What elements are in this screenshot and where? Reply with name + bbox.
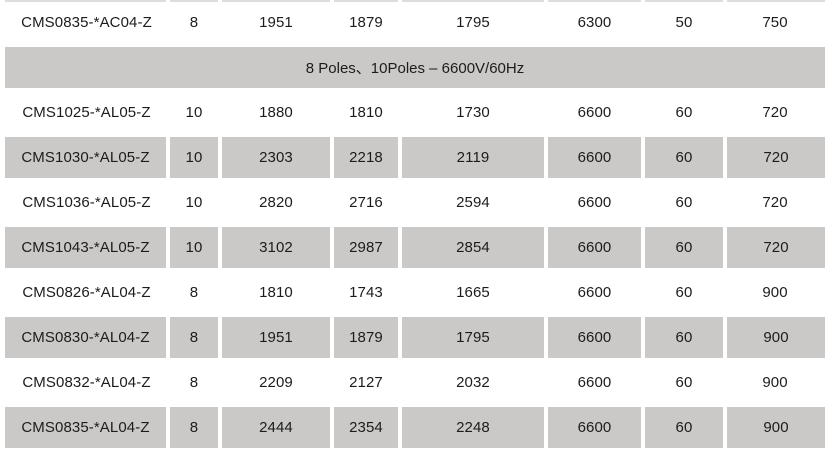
remnant-segment xyxy=(725,0,825,2)
value-cell: 1880 xyxy=(259,104,293,121)
model-cell: CMS1043-*AL05-Z xyxy=(5,227,168,268)
table-row: CMS1030-*AL05-Z 10 2303 2218 2119 6600 6… xyxy=(5,135,825,180)
voltage-cell: 6600 xyxy=(546,317,643,358)
value-cell: 1951 xyxy=(220,317,332,358)
value-cell: 1795 xyxy=(400,317,546,358)
poles-cell: 8 xyxy=(189,14,199,31)
speed-cell: 900 xyxy=(762,284,788,301)
section-banner-row: 8 Poles、10Poles – 6600V/60Hz xyxy=(5,45,825,90)
poles-cell: 10 xyxy=(185,104,203,121)
value-cell: 2218 xyxy=(332,137,400,178)
poles-cell: 10 xyxy=(168,137,220,178)
value-cell: 1665 xyxy=(456,284,490,301)
remnant-segment xyxy=(400,0,546,2)
voltage-cell: 6600 xyxy=(577,104,612,121)
speed-cell: 900 xyxy=(725,407,825,448)
voltage-cell: 6300 xyxy=(577,14,612,31)
value-cell: 1743 xyxy=(349,284,383,301)
value-cell: 3102 xyxy=(220,227,332,268)
value-cell: 2032 xyxy=(456,374,490,391)
model-cell: CMS0826-*AL04-Z xyxy=(22,284,151,301)
frequency-cell: 60 xyxy=(643,137,725,178)
voltage-cell: 6600 xyxy=(546,227,643,268)
poles-cell: 8 xyxy=(189,374,199,391)
value-cell: 1810 xyxy=(259,284,293,301)
speed-cell: 900 xyxy=(725,317,825,358)
frequency-cell: 60 xyxy=(643,407,725,448)
frequency-cell: 60 xyxy=(675,284,693,301)
value-cell: 1810 xyxy=(349,104,383,121)
model-cell: CMS0832-*AL04-Z xyxy=(22,374,151,391)
model-cell: CMS0835-*AL04-Z xyxy=(5,407,168,448)
table-row: CMS0835-*AC04-Z 8 1951 1879 1795 6300 50… xyxy=(5,0,825,45)
section-banner: 8 Poles、10Poles – 6600V/60Hz xyxy=(5,47,825,88)
voltage-cell: 6600 xyxy=(577,374,612,391)
speed-cell: 720 xyxy=(762,104,788,121)
speed-cell: 720 xyxy=(725,227,825,268)
table-row: CMS1025-*AL05-Z 10 1880 1810 1730 6600 6… xyxy=(5,90,825,135)
value-cell: 1951 xyxy=(259,14,293,31)
remnant-segment xyxy=(332,0,400,2)
model-cell: CMS1036-*AL05-Z xyxy=(22,194,151,211)
poles-cell: 8 xyxy=(189,284,199,301)
speed-cell: 720 xyxy=(725,137,825,178)
value-cell: 2354 xyxy=(332,407,400,448)
value-cell: 2444 xyxy=(220,407,332,448)
table-row: CMS1036-*AL05-Z 10 2820 2716 2594 6600 6… xyxy=(5,180,825,225)
frequency-cell: 50 xyxy=(675,14,693,31)
model-cell: CMS0835-*AC04-Z xyxy=(21,14,152,31)
voltage-cell: 6600 xyxy=(546,407,643,448)
value-cell: 2854 xyxy=(400,227,546,268)
frequency-cell: 60 xyxy=(643,317,725,358)
value-cell: 1730 xyxy=(456,104,490,121)
voltage-cell: 6600 xyxy=(577,194,612,211)
table-row: CMS1043-*AL05-Z 10 3102 2987 2854 6600 6… xyxy=(5,225,825,270)
model-cell: CMS0830-*AL04-Z xyxy=(5,317,168,358)
frequency-cell: 60 xyxy=(675,374,693,391)
model-cell: CMS1030-*AL05-Z xyxy=(5,137,168,178)
speed-cell: 720 xyxy=(762,194,788,211)
table-row: CMS0826-*AL04-Z 8 1810 1743 1665 6600 60… xyxy=(5,270,825,315)
remnant-segment xyxy=(220,0,332,2)
remnant-segment xyxy=(643,0,725,2)
table-row: CMS0830-*AL04-Z 8 1951 1879 1795 6600 60… xyxy=(5,315,825,360)
voltage-cell: 6600 xyxy=(577,284,612,301)
remnant-segment xyxy=(5,0,168,2)
table-row: CMS0832-*AL04-Z 8 2209 2127 2032 6600 60… xyxy=(5,360,825,405)
value-cell: 2127 xyxy=(349,374,383,391)
poles-cell: 8 xyxy=(168,407,220,448)
poles-cell: 10 xyxy=(168,227,220,268)
table-row: CMS0835-*AL04-Z 8 2444 2354 2248 6600 60… xyxy=(5,405,825,450)
frequency-cell: 60 xyxy=(675,194,693,211)
value-cell: 2594 xyxy=(456,194,490,211)
value-cell: 2209 xyxy=(259,374,293,391)
cutoff-row-remnant xyxy=(5,0,825,2)
spec-table: CMS0835-*AC04-Z 8 1951 1879 1795 6300 50… xyxy=(5,0,825,450)
poles-cell: 8 xyxy=(168,317,220,358)
speed-cell: 750 xyxy=(762,14,788,31)
value-cell: 2119 xyxy=(400,137,546,178)
model-cell: CMS1025-*AL05-Z xyxy=(22,104,151,121)
value-cell: 2820 xyxy=(259,194,293,211)
poles-cell: 10 xyxy=(185,194,203,211)
value-cell: 2303 xyxy=(220,137,332,178)
frequency-cell: 60 xyxy=(643,227,725,268)
value-cell: 2716 xyxy=(349,194,383,211)
frequency-cell: 60 xyxy=(675,104,693,121)
remnant-segment xyxy=(168,0,220,2)
value-cell: 2248 xyxy=(400,407,546,448)
value-cell: 1795 xyxy=(456,14,490,31)
remnant-segment xyxy=(546,0,643,2)
value-cell: 1879 xyxy=(332,317,400,358)
voltage-cell: 6600 xyxy=(546,137,643,178)
value-cell: 1879 xyxy=(349,14,383,31)
value-cell: 2987 xyxy=(332,227,400,268)
speed-cell: 900 xyxy=(762,374,788,391)
